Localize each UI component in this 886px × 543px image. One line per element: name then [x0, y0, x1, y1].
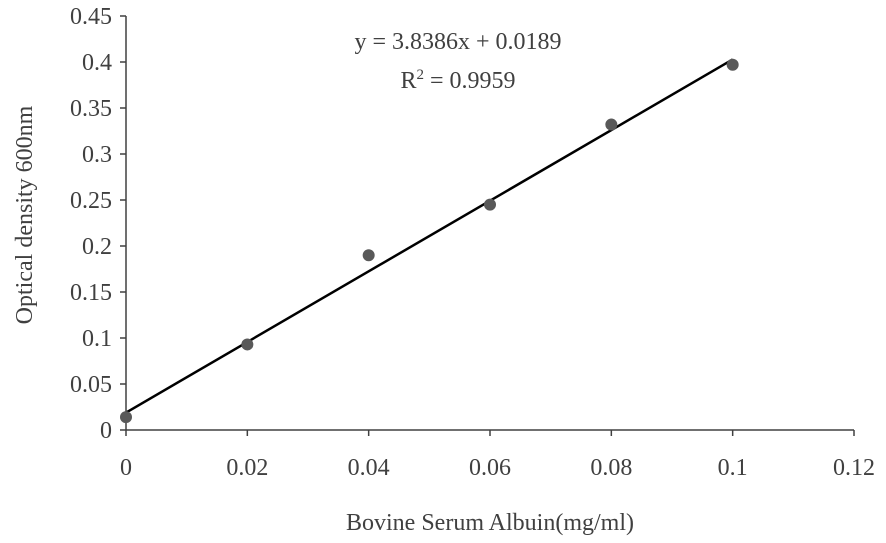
- y-tick-label: 0.05: [70, 372, 112, 398]
- x-tick-label: 0.02: [226, 455, 268, 481]
- data-point: [362, 249, 375, 262]
- y-tick-label: 0.4: [82, 50, 112, 76]
- data-point: [605, 118, 618, 131]
- data-point: [120, 411, 132, 424]
- r-squared-prefix: R: [400, 68, 416, 94]
- r-squared-value: = 0.9959: [424, 68, 516, 94]
- data-point: [484, 198, 496, 211]
- x-tick-label: 0: [120, 455, 132, 481]
- trendline-equation: y = 3.8386x + 0.0189: [354, 29, 561, 55]
- y-tick-label: 0.2: [82, 234, 112, 260]
- data-point: [241, 338, 254, 351]
- x-tick-label: 0.12: [833, 455, 875, 481]
- trendline: [125, 58, 734, 414]
- y-tick-label: 0.3: [82, 142, 112, 168]
- y-tick-label: 0: [100, 418, 112, 444]
- x-axis-ticks: 0 0.02 0.04 0.06 0.08 0.1 0.12: [120, 430, 875, 481]
- y-tick-label: 0.35: [70, 96, 112, 122]
- x-tick-label: 0.08: [590, 455, 632, 481]
- r-squared-label: R2 = 0.9959: [400, 67, 515, 94]
- x-tick-label: 0.1: [718, 455, 748, 481]
- y-axis-ticks: 0 0.05 0.1 0.15 0.2 0.25 0.3 0.35 0.4 0.45: [70, 4, 126, 444]
- x-tick-label: 0.04: [348, 455, 390, 481]
- y-tick-label: 0.15: [70, 280, 112, 306]
- y-axis-title: Optical density 600nm: [12, 105, 38, 324]
- x-axis-title: Bovine Serum Albuin(mg/ml): [346, 510, 634, 536]
- y-tick-label: 0.45: [70, 4, 112, 30]
- x-tick-label: 0.06: [469, 455, 511, 481]
- r-squared-superscript: 2: [416, 67, 424, 83]
- data-point: [726, 58, 739, 71]
- data-points: [120, 58, 739, 424]
- y-tick-label: 0.25: [70, 188, 112, 214]
- y-tick-label: 0.1: [82, 326, 112, 352]
